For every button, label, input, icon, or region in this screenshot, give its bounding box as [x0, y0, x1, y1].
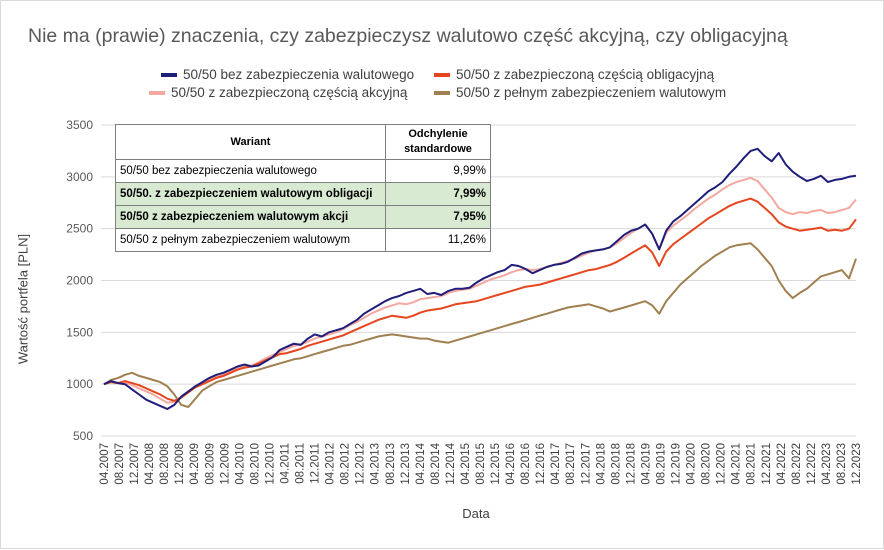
- stats-row-label: 50/50 bez zabezpieczenia walutowego: [115, 159, 386, 183]
- stats-row-label: 50/50. z zabezpieczeniem walutowym oblig…: [115, 182, 386, 206]
- legend-label-2: 50/50 z zabezpieczoną częścią obligacyjn…: [456, 67, 715, 82]
- x-tick-label: 12.2012: [355, 443, 367, 485]
- stats-row: 50/50 z pełnym zabezpieczeniem walutowym…: [115, 228, 491, 252]
- x-tick-label: 08.2021: [746, 443, 758, 485]
- stats-row-value: 11,26%: [385, 228, 491, 252]
- x-tick-label: 04.2023: [821, 443, 833, 485]
- y-tick-label: 500: [73, 429, 93, 443]
- legend-swatch-3: [149, 90, 165, 95]
- x-tick-label: 08.2009: [204, 443, 216, 485]
- y-tick-label: 1500: [66, 325, 93, 339]
- x-tick-label: 08.2014: [430, 442, 442, 484]
- legend-item-4: 50/50 z pełnym zabezpieczeniem walutowym: [434, 85, 726, 100]
- x-tick-label: 04.2019: [640, 443, 652, 485]
- series-line-1: [103, 147, 857, 410]
- legend-swatch-1: [161, 72, 177, 77]
- legend-label-3: 50/50 z zabezpieczoną częścią akcyjną: [171, 85, 408, 100]
- x-tick-label: 04.2011: [279, 443, 291, 484]
- x-tick-label: 12.2017: [580, 443, 592, 485]
- series-line-3: [103, 176, 857, 404]
- x-tick-label: 04.2021: [731, 443, 743, 485]
- y-tick-label: 2000: [66, 274, 93, 288]
- x-tick-label: 08.2016: [520, 443, 532, 485]
- x-tick-label: 12.2019: [671, 443, 683, 485]
- chart-title: Nie ma (prawie) znaczenia, czy zabezpiec…: [28, 25, 788, 47]
- x-tick-label: 04.2018: [595, 443, 607, 485]
- legend-label-1: 50/50 bez zabezpieczenia walutowego: [183, 67, 415, 82]
- x-axis-label: Data: [462, 506, 490, 521]
- x-tick-label: 12.2013: [400, 443, 412, 485]
- legend-label-4: 50/50 z pełnym zabezpieczeniem walutowym: [456, 85, 727, 100]
- x-tick-label: 12.2007: [129, 443, 141, 485]
- x-tick-label: 04.2022: [776, 443, 788, 485]
- y-tick-label: 2500: [66, 222, 93, 236]
- x-tick-label: 12.2021: [761, 443, 773, 485]
- x-tick-label: 08.2010: [249, 443, 261, 485]
- x-tick-label: 04.2009: [189, 443, 201, 485]
- stats-row-label: 50/50 z pełnym zabezpieczeniem walutowym: [115, 228, 386, 252]
- x-tick-label: 08.2019: [655, 443, 667, 485]
- y-tick-label: 3500: [66, 118, 93, 132]
- x-tick-label: 08.2020: [701, 443, 713, 485]
- x-tick-label: 12.2022: [806, 443, 818, 485]
- stats-table: Wariant Odchylenie standardowe 50/50 bez…: [115, 124, 491, 252]
- x-tick-label: 12.2020: [716, 443, 728, 485]
- stats-row-value: 9,99%: [385, 159, 491, 183]
- x-tick-label: 12.2009: [219, 443, 231, 485]
- legend-swatch-4: [434, 90, 450, 95]
- x-tick-label: 12.2016: [535, 443, 547, 485]
- legend-item-2: 50/50 z zabezpieczoną częścią obligacyjn…: [434, 67, 714, 82]
- stats-header-row: Wariant Odchylenie standardowe: [115, 124, 491, 160]
- x-tick-label: 04.2012: [325, 443, 337, 485]
- stats-row-value: 7,95%: [385, 205, 491, 229]
- x-tick-label: 08.2017: [565, 443, 577, 485]
- stats-row: 50/50 z zabezpieczeniem walutowym akcji …: [115, 205, 491, 229]
- x-tick-label: 12.2018: [625, 443, 637, 485]
- series-line-4: [103, 242, 857, 408]
- x-tick-label: 04.2010: [234, 443, 246, 485]
- stats-row-label: 50/50 z zabezpieczeniem walutowym akcji: [115, 205, 386, 229]
- x-tick-label: 08.2013: [385, 443, 397, 485]
- stats-row-value: 7,99%: [385, 182, 491, 206]
- x-tick-label: 04.2008: [144, 443, 156, 485]
- y-tick-label: 3000: [66, 170, 93, 184]
- x-tick-label: 08.2018: [610, 443, 622, 485]
- legend-swatch-2: [434, 72, 450, 77]
- x-tick-label: 08.2008: [159, 443, 171, 485]
- x-tick-label: 04.2015: [460, 443, 472, 485]
- x-tick-label: 08.2011: [295, 443, 307, 484]
- x-tick-label: 08.2022: [791, 443, 803, 485]
- stats-row: 50/50. z zabezpieczeniem walutowym oblig…: [115, 182, 491, 206]
- x-tick-label: 12.2008: [174, 443, 186, 485]
- x-tick-label: 04.2014: [415, 442, 427, 484]
- x-tick-label: 04.2013: [370, 443, 382, 485]
- stats-row: 50/50 bez zabezpieczenia walutowego 9,99…: [115, 159, 491, 183]
- series-line-2: [103, 197, 857, 402]
- x-tick-label: 08.2012: [340, 443, 352, 485]
- legend-item-1: 50/50 bez zabezpieczenia walutowego: [161, 67, 414, 82]
- x-tick-label: 04.2007: [99, 443, 111, 485]
- stats-header-variant: Wariant: [115, 124, 386, 160]
- x-tick-label: 12.2010: [264, 443, 276, 485]
- x-tick-label: 12.2023: [851, 443, 863, 485]
- x-tick-label: 12.2011: [310, 443, 322, 484]
- y-tick-label: 1000: [66, 377, 93, 391]
- x-tick-label: 08.2023: [836, 443, 848, 485]
- x-tick-label: 04.2017: [550, 443, 562, 485]
- x-tick-label: 04.2020: [686, 443, 698, 485]
- x-tick-label: 08.2007: [114, 443, 126, 485]
- stats-header-stddev: Odchylenie standardowe: [385, 124, 491, 160]
- legend-item-3: 50/50 z zabezpieczoną częścią akcyjną: [149, 85, 407, 100]
- x-tick-label: 12.2015: [490, 443, 502, 485]
- x-tick-label: 04.2016: [505, 443, 517, 485]
- x-tick-label: 12.2014: [445, 442, 457, 484]
- x-tick-label: 08.2015: [475, 443, 487, 485]
